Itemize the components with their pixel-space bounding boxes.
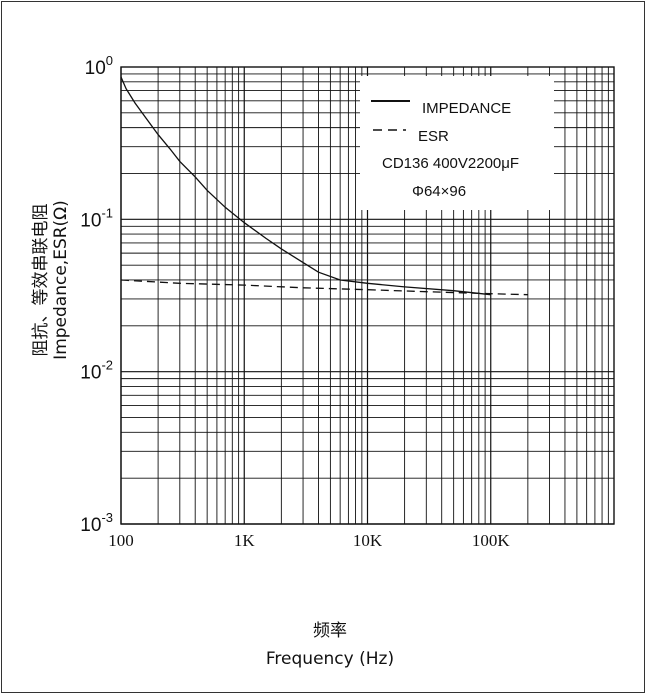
- x-axis-label-en: Frequency (Hz): [266, 649, 394, 669]
- x-tick-label: 1K: [234, 531, 256, 550]
- x-tick-label: 100: [108, 531, 134, 550]
- plot-area-border: [120, 66, 615, 525]
- curves: [120, 76, 528, 296]
- legend-note-model: CD136 400V2200μF: [382, 155, 519, 172]
- y-axis-label-en: Impedance,ESR(Ω): [51, 200, 71, 360]
- x-axis-label-cn: 频率: [313, 621, 347, 641]
- x-tick-label: 100K: [472, 531, 511, 550]
- legend-label-impedance: IMPEDANCE: [422, 100, 511, 117]
- legend: IMPEDANCE ESR CD136 400V2200μF Φ64×96: [360, 76, 554, 210]
- y-axis-label-cn: 阻抗、等效串联电阻: [31, 204, 51, 357]
- tick-labels: 100 1K 10K 100K 100 10-1 10-2 10-3: [80, 53, 510, 550]
- legend-label-esr: ESR: [418, 128, 449, 145]
- y-tick-label: 100: [85, 53, 113, 79]
- legend-note-size: Φ64×96: [412, 183, 466, 200]
- series-line-esr: [120, 279, 528, 296]
- x-tick-label: 10K: [353, 531, 383, 550]
- series-line-impedance: [120, 76, 491, 296]
- y-axis-label: 阻抗、等效串联电阻 Impedance,ESR(Ω): [31, 200, 71, 360]
- y-tick-label: 10-3: [80, 510, 113, 536]
- y-tick-label: 10-2: [80, 358, 113, 384]
- y-tick-label: 10-1: [80, 205, 113, 231]
- legend-box: [360, 76, 554, 210]
